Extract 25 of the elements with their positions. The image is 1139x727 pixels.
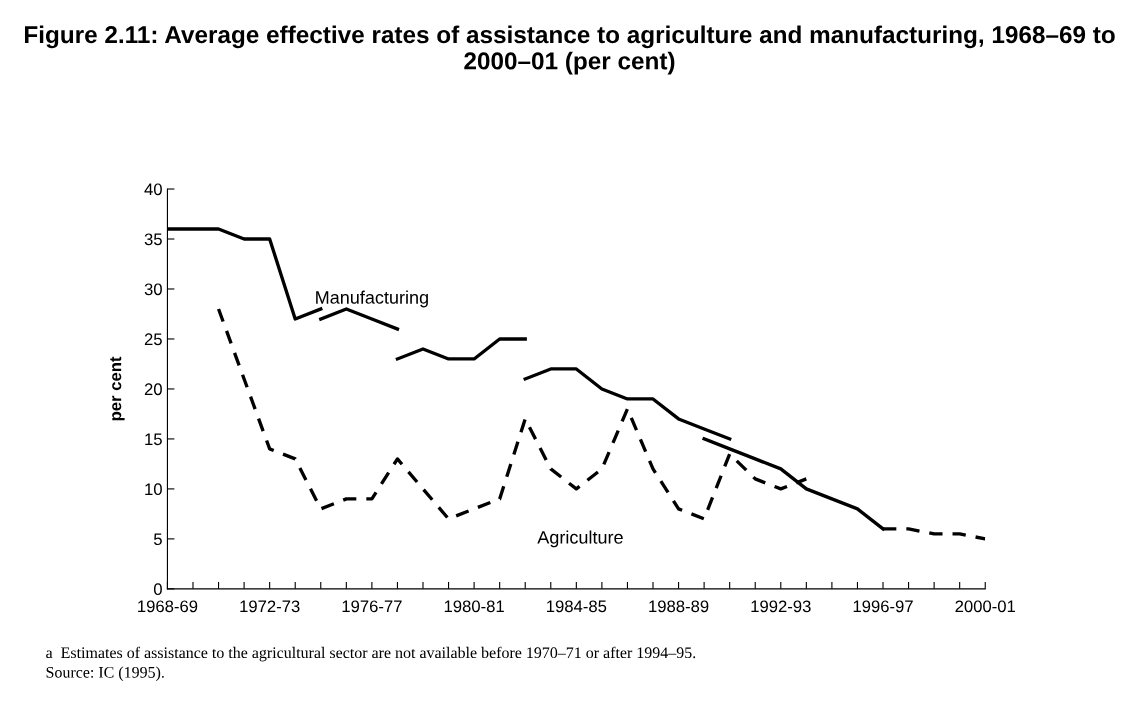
x-tick-label: 2000-01 — [955, 600, 1016, 613]
source-note: Source: IC (1995). — [46, 666, 164, 681]
y-tick-label: 5 — [153, 533, 162, 546]
x-tick-label: 1976-77 — [342, 600, 402, 613]
y-tick-label: 35 — [144, 233, 162, 246]
y-tick-label: 0 — [153, 583, 162, 596]
text: a Estimates of assistance to the agricultural sector are not available before 1970–71 or after 1994–95. — [46, 646, 696, 662]
chart-title: Figure 2.11: Average effective rates of assistance to agriculture and manufacturing, 1968–69 to 2000–01 (per cent) — [25, 25, 1115, 75]
y-tick-label: 10 — [145, 483, 162, 496]
y-tick-label: 15 — [145, 433, 162, 446]
x-tick-label: 1988-89 — [649, 600, 709, 613]
y-tick-label: 40 — [144, 183, 162, 196]
y-axis-title: per cent — [110, 356, 125, 421]
y-tick-label: 30 — [144, 283, 162, 296]
annotation: Manufacturing — [316, 290, 428, 308]
line-series — [523, 367, 732, 441]
x-tick-label: 1992-93 — [751, 600, 811, 613]
x-tick-label: 1972-73 — [240, 600, 300, 613]
x-tick-label: 1968-69 — [138, 600, 198, 613]
x-tick-label: 1980-81 — [444, 600, 504, 613]
x-tick-label: 1996-97 — [853, 600, 913, 613]
x-tick-label: 1984-85 — [547, 600, 607, 613]
y-tick-label: 25 — [144, 333, 162, 346]
y-tick-label: 20 — [144, 383, 162, 396]
annotation: Agriculture — [537, 530, 623, 548]
